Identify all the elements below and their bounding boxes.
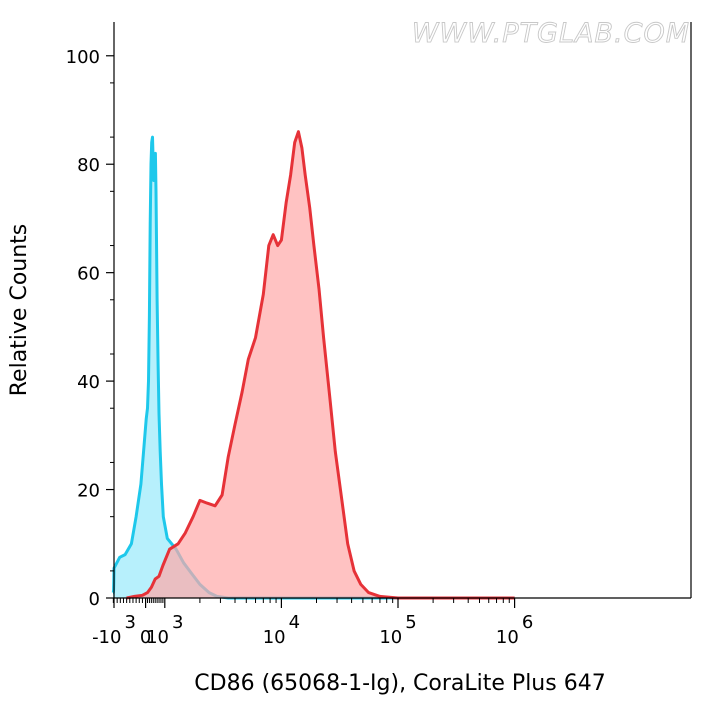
- x-tick-label: 105: [379, 612, 416, 648]
- x-tick-label: 0: [140, 627, 151, 648]
- x-tick-label: 103: [146, 612, 183, 648]
- y-tick-label: 100: [66, 47, 100, 68]
- x-tick-label: 106: [496, 612, 533, 648]
- y-axis-title: Relative Counts: [7, 224, 32, 397]
- y-tick-label: 80: [77, 155, 100, 176]
- watermark: WWW.PTGLAB.COM: [412, 18, 690, 49]
- series-layer: [111, 130, 515, 600]
- series-2-area: [126, 131, 515, 598]
- y-tick-label: 0: [89, 589, 100, 610]
- y-tick-label: 60: [77, 264, 100, 285]
- y-tick-label: 40: [77, 372, 100, 393]
- x-axis-title: CD86 (65068-1-Ig), CoraLite Plus 647: [194, 671, 605, 696]
- y-tick-label: 20: [77, 481, 100, 502]
- x-tick-label: 104: [263, 612, 300, 648]
- series-2-line: [126, 130, 515, 600]
- series-1-area: [113, 137, 515, 598]
- x-tick-label: -103: [92, 612, 136, 648]
